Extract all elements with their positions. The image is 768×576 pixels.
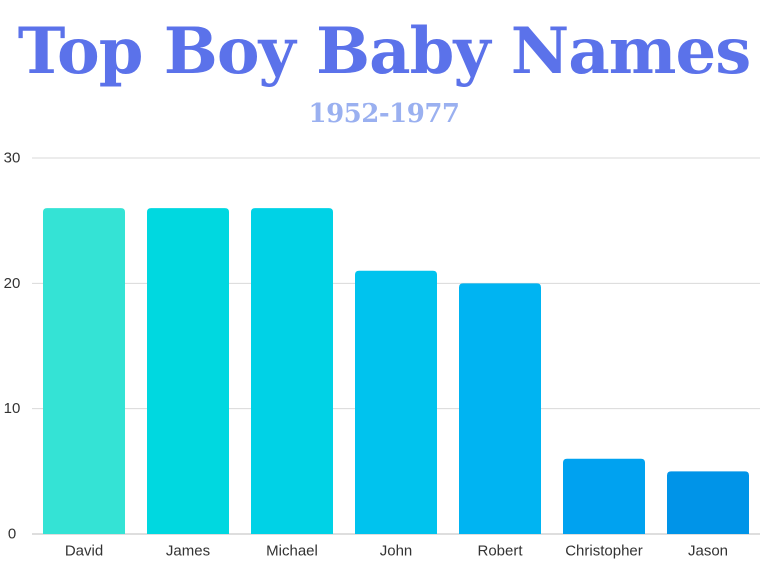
y-tick-label: 0: [8, 526, 16, 543]
chart-title: Top Boy Baby Names: [17, 14, 751, 89]
bar-christopher: [563, 458, 645, 534]
x-axis-labels: David James Michael John Robert Christopher Ja…: [65, 543, 728, 560]
y-tick-label: 20: [4, 275, 21, 292]
y-tick-label: 30: [4, 150, 21, 167]
x-tick-label: Jason: [688, 543, 728, 560]
bar-john: [355, 270, 437, 534]
x-tick-label: John: [380, 543, 413, 560]
x-tick-label: David: [65, 543, 103, 560]
bar-robert: [459, 283, 541, 534]
bar-jason: [667, 471, 749, 534]
bar-david: [43, 208, 125, 534]
chart-subtitle: 1952-1977: [308, 99, 460, 129]
y-tick-label: 10: [4, 400, 21, 417]
x-tick-label: James: [166, 543, 210, 560]
x-tick-label: Michael: [266, 543, 318, 560]
bars: [43, 208, 749, 534]
bar-michael: [251, 208, 333, 534]
bar-james: [147, 208, 229, 534]
y-axis-ticks: 0 10 20 30: [4, 150, 21, 543]
x-tick-label: Robert: [477, 543, 523, 560]
x-tick-label: Christopher: [565, 543, 643, 560]
